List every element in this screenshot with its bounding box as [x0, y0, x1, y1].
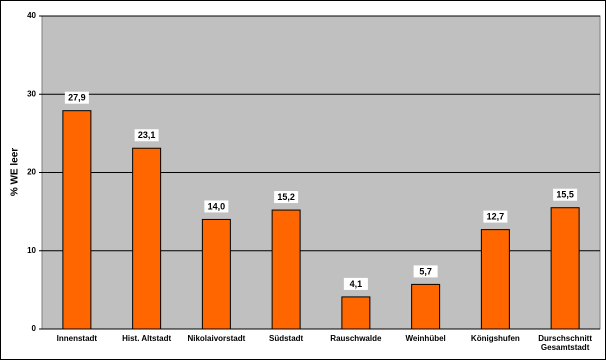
- x-tick-label: Nikolaivorstadt: [187, 334, 246, 343]
- x-tick-label: Innenstadt: [56, 334, 98, 343]
- bar: [480, 229, 510, 330]
- bar: [62, 110, 92, 330]
- x-tick-label: Hist. Altstadt: [122, 334, 172, 343]
- y-tick-label: 0: [32, 324, 37, 333]
- data-label: 15,2: [277, 192, 295, 202]
- x-tick-label: Weinhübel: [405, 334, 446, 343]
- data-label-box: [413, 265, 438, 278]
- y-axis-label: % WE leer: [10, 148, 21, 196]
- data-label-box: [204, 200, 229, 213]
- bar: [201, 218, 231, 330]
- data-label-box: [274, 191, 299, 204]
- data-label: 27,9: [68, 93, 86, 103]
- x-tick-label: Königshufen: [470, 334, 520, 343]
- data-label-box: [483, 210, 508, 223]
- x-tick-label: Rauschwalde: [330, 334, 382, 343]
- bar: [550, 207, 580, 330]
- data-label: 5,7: [419, 266, 432, 276]
- bar: [271, 209, 301, 330]
- data-label-box: [134, 129, 159, 142]
- data-label: 12,7: [487, 211, 505, 221]
- data-label-box: [343, 277, 368, 290]
- data-label-box: [64, 91, 89, 104]
- x-tick-label: Durschschnitt Gesamtstadt: [538, 334, 593, 352]
- data-label: 4,1: [350, 279, 363, 289]
- y-tick-label: 20: [27, 168, 36, 177]
- data-label: 23,1: [138, 130, 156, 140]
- y-tick-label: 40: [27, 11, 36, 20]
- bar: [341, 296, 371, 330]
- data-label: 15,5: [556, 190, 574, 200]
- y-tick-label: 30: [27, 89, 36, 98]
- bar: [132, 147, 162, 330]
- y-tick-label: 10: [27, 246, 36, 255]
- data-label: 14,0: [208, 201, 226, 211]
- data-label-box: [553, 188, 578, 201]
- x-tick-label: Südstadt: [269, 334, 304, 343]
- bar: [411, 283, 441, 330]
